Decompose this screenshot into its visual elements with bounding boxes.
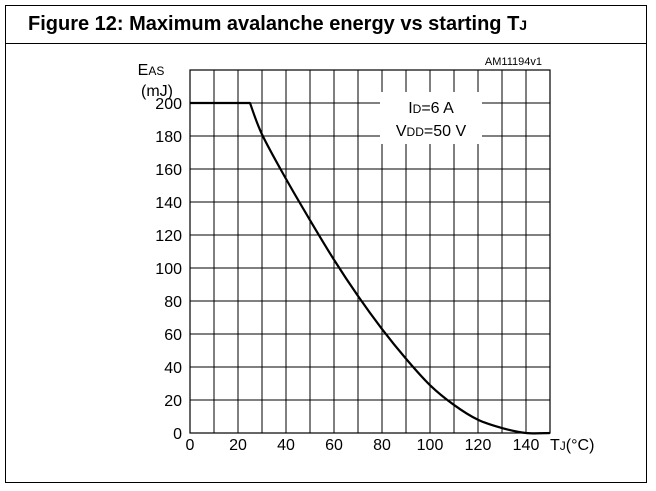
- y-tick-label: 60: [164, 327, 182, 344]
- y-tick-label: 120: [155, 228, 182, 245]
- y-tick-label: 100: [155, 261, 182, 278]
- x-tick-label: 120: [465, 437, 492, 454]
- y-tick-label: 20: [164, 393, 182, 410]
- annotation-voltage: VDD=50 V: [396, 123, 467, 140]
- x-tick-label: 20: [229, 437, 247, 454]
- annotation-current-main: I: [408, 100, 412, 117]
- annotation-voltage-rest: =50 V: [424, 123, 467, 140]
- annotation-voltage-main: V: [396, 123, 407, 140]
- annotation-current: ID=6 A: [408, 100, 454, 117]
- figure-title-main: Figure 12: Maximum avalanche energy vs s…: [28, 13, 520, 35]
- y-tick-labels: 0 20 40 60 80 100 120 140 160 180 200: [155, 96, 182, 443]
- x-tick-label: 40: [277, 437, 295, 454]
- figure-frame: Figure 12: Maximum avalanche energy vs s…: [5, 5, 647, 483]
- x-axis-label-unit: (°C): [566, 437, 595, 454]
- x-tick-label: 60: [325, 437, 343, 454]
- chart-grid: [189, 69, 551, 434]
- x-tick-label: 80: [373, 437, 391, 454]
- y-tick-label: 200: [155, 96, 182, 113]
- y-tick-label: 0: [173, 426, 182, 443]
- annotation-current-sub: D: [413, 102, 422, 116]
- annotation-box: [380, 92, 482, 144]
- annotation-voltage-sub: DD: [407, 125, 425, 139]
- x-axis-label-main: T: [550, 437, 560, 454]
- y-tick-label: 140: [155, 195, 182, 212]
- chart-code: AM11194v1: [485, 56, 542, 68]
- annotation-current-rest: =6 A: [421, 100, 454, 117]
- x-axis-label-sub: J: [560, 439, 566, 453]
- x-tick-labels: 0 20 40 60 80 100 120 140: [186, 437, 540, 454]
- x-tick-label: 0: [186, 437, 195, 454]
- y-axis-unit: (mJ): [141, 83, 173, 100]
- y-tick-label: 180: [155, 129, 182, 146]
- y-axis-label-main: E: [138, 62, 149, 79]
- x-tick-label: 100: [417, 437, 444, 454]
- y-axis-label: EAS: [138, 62, 165, 79]
- plot-area-border: [189, 69, 551, 434]
- figure-title-subscript: J: [519, 17, 528, 33]
- y-tick-label: 80: [164, 294, 182, 311]
- series-line-eas: [190, 101, 551, 435]
- y-tick-label: 160: [155, 162, 182, 179]
- x-tick-label: 140: [513, 437, 540, 454]
- y-tick-label: 40: [164, 360, 182, 377]
- x-axis-label: TJ(°C): [550, 437, 594, 454]
- figure-title: Figure 12: Maximum avalanche energy vs s…: [6, 6, 646, 44]
- y-axis-label-sub: AS: [148, 64, 164, 78]
